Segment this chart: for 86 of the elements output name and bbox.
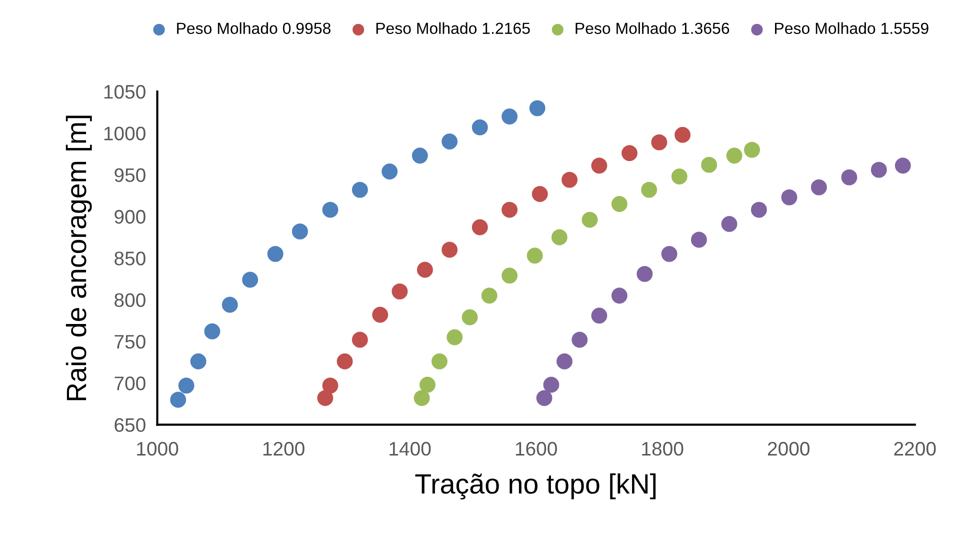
point: [481, 288, 498, 304]
point: [781, 189, 798, 206]
point: [472, 219, 488, 236]
point: [267, 246, 284, 262]
point: [414, 390, 430, 406]
point: [352, 182, 368, 198]
point: [190, 353, 206, 370]
x-tick-label: 1000: [137, 442, 178, 456]
point: [242, 272, 258, 288]
point: [222, 296, 238, 313]
point: [591, 158, 608, 174]
x-tick-label: 1200: [263, 442, 304, 456]
point: [562, 172, 578, 188]
y-tick-label: 800: [114, 293, 146, 307]
point: [420, 376, 436, 393]
point: [810, 179, 827, 196]
point: [661, 246, 678, 262]
point: [352, 332, 368, 348]
point: [432, 353, 448, 370]
x-axis-title: Tração no topo [kN]: [415, 473, 656, 500]
x-tick-label: 1400: [390, 442, 431, 456]
point: [636, 266, 653, 282]
point: [532, 186, 548, 202]
point: [671, 168, 688, 184]
point: [641, 182, 658, 198]
y-tick-label: 650: [114, 418, 146, 432]
point: [392, 283, 408, 300]
point: [651, 134, 668, 150]
point: [674, 126, 691, 143]
point: [502, 108, 518, 124]
y-axis-title: Raio de ancoragem [m]: [66, 116, 92, 400]
y-tick-label: 950: [114, 168, 146, 182]
point: [591, 308, 608, 324]
point: [204, 323, 220, 340]
x-tick-label: 2200: [894, 442, 936, 456]
point: [462, 309, 478, 326]
point: [446, 329, 463, 346]
point: [170, 392, 186, 408]
legend-label: Peso Molhado 1.5559: [775, 22, 928, 34]
y-tick-label: 700: [114, 376, 146, 390]
point: [529, 100, 546, 116]
point: [322, 202, 338, 218]
point: [726, 148, 742, 164]
point: [526, 248, 543, 264]
point: [622, 145, 638, 162]
point: [502, 202, 518, 218]
y-tick-label: 850: [114, 252, 146, 266]
y-tick-label: 1050: [104, 84, 146, 99]
point: [442, 134, 458, 150]
legend-label: Peso Molhado 1.3656: [576, 22, 730, 34]
point: [572, 332, 588, 348]
point: [543, 376, 560, 393]
point: [750, 202, 767, 218]
point: [611, 196, 628, 212]
point: [744, 142, 760, 158]
point: [690, 232, 707, 248]
point: [292, 223, 308, 240]
point: [412, 148, 428, 164]
x-tick-label: 1800: [642, 442, 684, 456]
point: [582, 212, 598, 228]
y-tick-label: 1000: [104, 126, 146, 140]
x-tick-label: 2000: [768, 442, 810, 456]
y-tick-label: 900: [114, 210, 146, 224]
point: [322, 378, 338, 394]
point: [502, 268, 518, 284]
point: [721, 216, 738, 232]
y-tick-label: 750: [114, 334, 146, 349]
point: [611, 288, 628, 304]
point: [317, 390, 334, 406]
point: [556, 353, 572, 370]
x-tick-label: 1600: [516, 442, 557, 456]
point: [701, 156, 718, 173]
point: [551, 229, 568, 246]
legend-label: Peso Molhado 1.2165: [376, 22, 530, 34]
point: [372, 306, 388, 323]
point: [416, 262, 433, 278]
point: [178, 378, 194, 394]
point: [472, 119, 488, 136]
point: [382, 164, 398, 180]
point: [536, 390, 552, 406]
legend-label: Peso Molhado 0.9958: [177, 22, 330, 34]
point: [336, 353, 353, 370]
point: [442, 242, 458, 258]
point: [841, 169, 858, 186]
point: [870, 162, 887, 178]
point: [894, 158, 911, 174]
